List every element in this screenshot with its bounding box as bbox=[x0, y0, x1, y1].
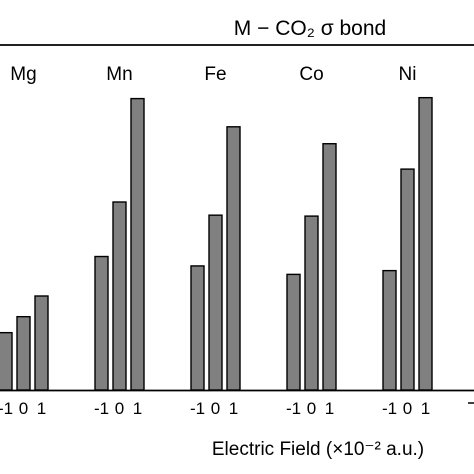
bar-co-1 bbox=[304, 215, 319, 391]
tick-label: 1 bbox=[37, 399, 46, 418]
group-label-mn: Mn bbox=[106, 64, 132, 85]
tick-label: 1 bbox=[229, 399, 238, 418]
bar-ni-1 bbox=[400, 168, 415, 391]
x-axis-label: Electric Field (×10⁻² a.u.) bbox=[212, 439, 424, 460]
tick-label: -1 bbox=[286, 399, 301, 418]
tick-label: 0 bbox=[307, 399, 316, 418]
bar-fe-2 bbox=[226, 126, 241, 391]
group-label-ni: Ni bbox=[399, 64, 417, 85]
tick-label: 1 bbox=[421, 399, 430, 418]
tick-label: 0 bbox=[211, 399, 220, 418]
tick-label: -1 bbox=[190, 399, 205, 418]
group-label-mg: Mg bbox=[10, 64, 36, 85]
tick-label: -1 bbox=[0, 399, 13, 418]
bar-ni-2 bbox=[418, 96, 433, 391]
bar-co-0 bbox=[286, 273, 301, 391]
bar-fe-0 bbox=[190, 265, 205, 391]
tick-label: 1 bbox=[133, 399, 142, 418]
tick-label: 0 bbox=[115, 399, 124, 418]
group-label-fe: Fe bbox=[204, 64, 226, 85]
tick-label: 1 bbox=[325, 399, 334, 418]
bar-mn-0 bbox=[94, 255, 109, 391]
bar-mg-2 bbox=[34, 295, 49, 391]
tick-label: -1 bbox=[94, 399, 109, 418]
bar-ni-0 bbox=[382, 269, 397, 391]
bar-co-2 bbox=[322, 143, 337, 391]
group-label-co: Co bbox=[299, 64, 323, 85]
bar-mg-0 bbox=[0, 331, 13, 391]
tick-label: 0 bbox=[403, 399, 412, 418]
bar-mn-2 bbox=[130, 97, 145, 391]
bar-fe-1 bbox=[208, 214, 223, 391]
tick-label: 0 bbox=[19, 399, 28, 418]
chart-title: M − CO₂ σ bond bbox=[234, 17, 386, 40]
tick-label: -1 bbox=[382, 399, 397, 418]
bar-mg-1 bbox=[16, 315, 31, 391]
bar-mn-1 bbox=[112, 201, 127, 391]
